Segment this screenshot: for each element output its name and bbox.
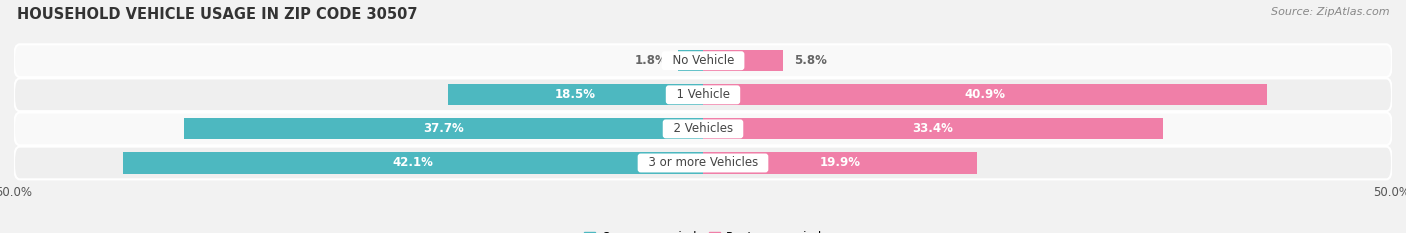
Bar [703, 84, 1267, 105]
Text: 5.8%: 5.8% [794, 54, 827, 67]
Text: 42.1%: 42.1% [392, 157, 433, 169]
Bar [184, 118, 703, 140]
Text: 40.9%: 40.9% [965, 88, 1005, 101]
Legend: Owner-occupied, Renter-occupied: Owner-occupied, Renter-occupied [579, 226, 827, 233]
Text: 3 or more Vehicles: 3 or more Vehicles [641, 157, 765, 169]
Text: 2 Vehicles: 2 Vehicles [665, 122, 741, 135]
Text: 1.8%: 1.8% [634, 54, 668, 67]
FancyBboxPatch shape [14, 44, 1392, 77]
Text: Source: ZipAtlas.com: Source: ZipAtlas.com [1271, 7, 1389, 17]
Text: 1 Vehicle: 1 Vehicle [669, 88, 737, 101]
Bar [703, 50, 783, 71]
Text: 37.7%: 37.7% [423, 122, 464, 135]
Bar [449, 84, 703, 105]
FancyBboxPatch shape [14, 113, 1392, 145]
Text: 19.9%: 19.9% [820, 157, 860, 169]
Text: 33.4%: 33.4% [912, 122, 953, 135]
Text: No Vehicle: No Vehicle [665, 54, 741, 67]
Text: 18.5%: 18.5% [555, 88, 596, 101]
Bar [703, 152, 977, 174]
FancyBboxPatch shape [14, 147, 1392, 179]
Bar [122, 152, 703, 174]
Text: HOUSEHOLD VEHICLE USAGE IN ZIP CODE 30507: HOUSEHOLD VEHICLE USAGE IN ZIP CODE 3050… [17, 7, 418, 22]
Bar [703, 118, 1163, 140]
FancyBboxPatch shape [14, 79, 1392, 111]
Bar [678, 50, 703, 71]
